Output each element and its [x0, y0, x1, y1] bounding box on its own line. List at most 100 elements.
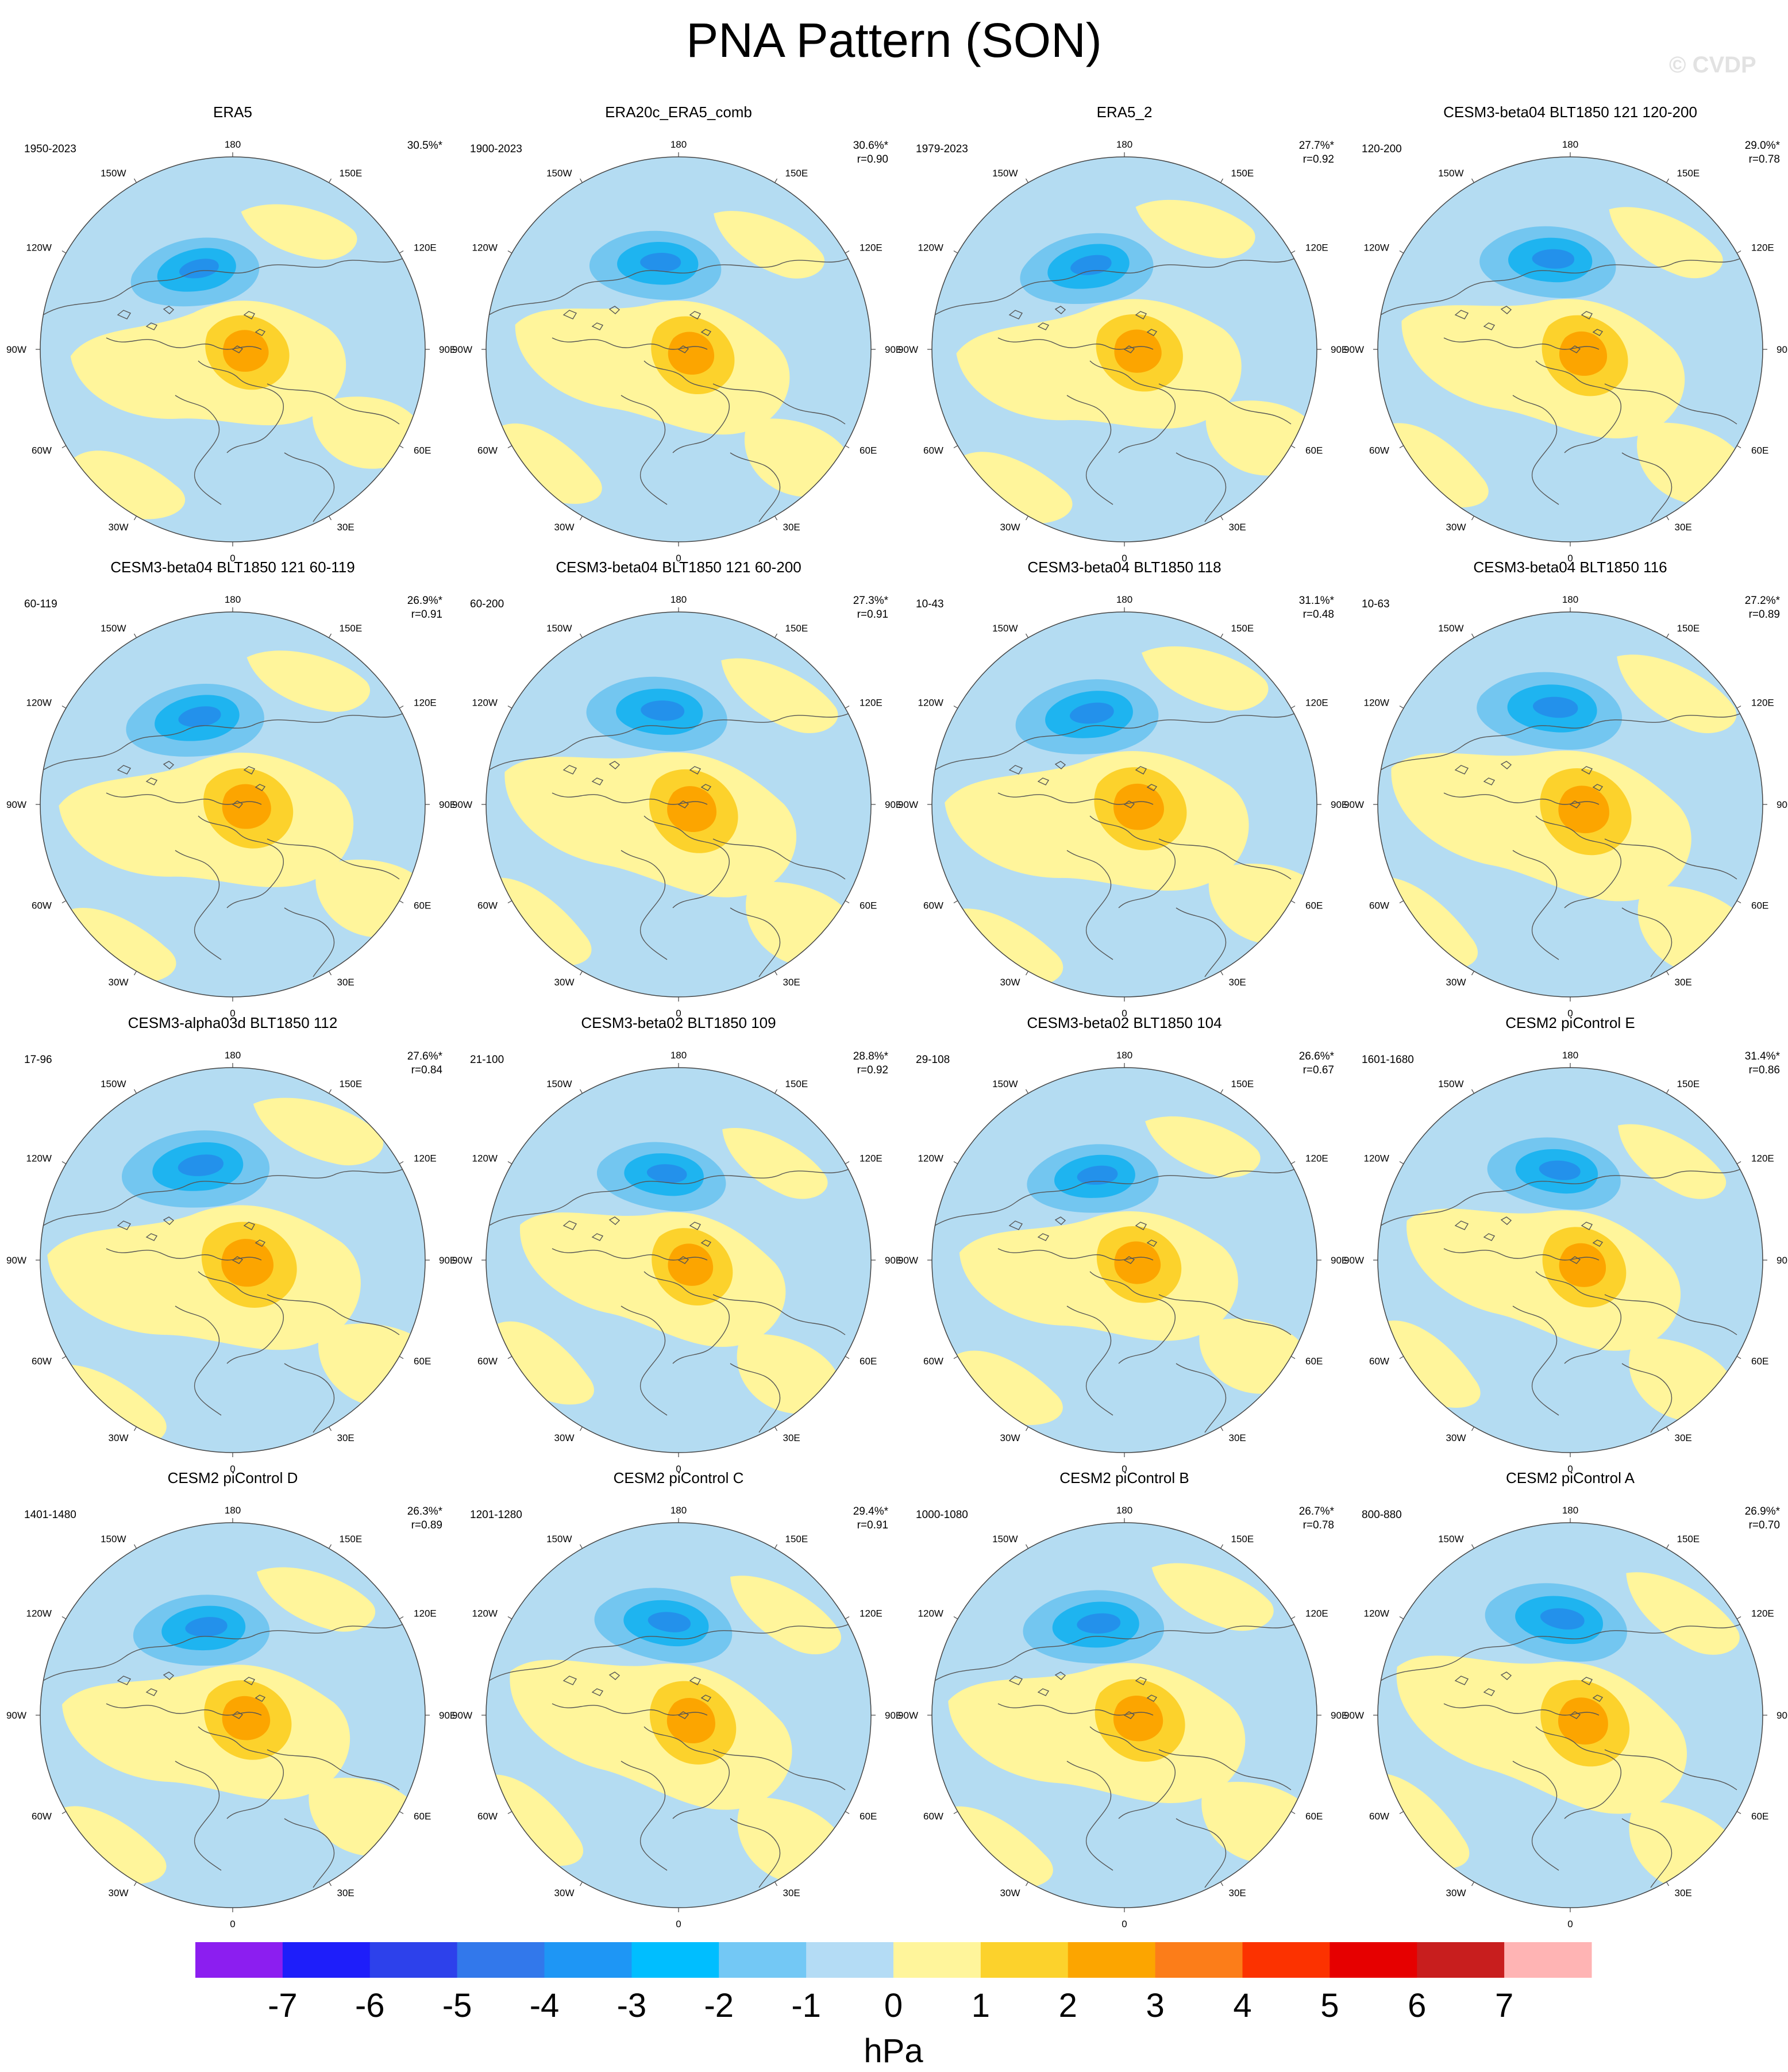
longitude-tick	[507, 1811, 512, 1815]
longitude-label: 60E	[414, 445, 431, 456]
longitude-tick	[1666, 1426, 1670, 1431]
polar-stereographic-map: 180 150E 120E 90E 60E 30E 0 30W 60W 90W 120W 150W	[1344, 594, 1788, 1019]
colorbar-swatch	[1330, 1942, 1417, 1978]
coastline	[621, 850, 668, 960]
longitude-label: 60W	[923, 1356, 943, 1367]
longitude-label: 90W	[452, 799, 472, 810]
panel-pattern-correlation: r=0.89	[411, 1519, 442, 1531]
colorbar-swatch	[1417, 1942, 1505, 1978]
anomaly-contour	[1559, 1243, 1606, 1287]
longitude-tick	[1290, 445, 1296, 449]
coastline	[488, 712, 851, 771]
longitude-tick	[1666, 1881, 1670, 1886]
longitude-label: 30W	[109, 1888, 129, 1898]
coastline	[997, 1248, 1154, 1261]
anomaly-contour	[256, 1567, 376, 1632]
longitude-label: 120W	[26, 1153, 52, 1164]
longitude-tick	[1666, 1544, 1670, 1549]
colorbar-tick-label: -4	[530, 1987, 560, 2024]
panel-year-range: 1401-1480	[24, 1509, 76, 1521]
coastline	[198, 1726, 284, 1819]
panel-title: CESM3-beta04 BLT1850 118	[1027, 559, 1221, 576]
longitude-label: 120W	[1364, 242, 1389, 253]
anomaly-contour	[222, 784, 271, 829]
longitude-label: 30E	[337, 1432, 354, 1443]
panel-pattern-correlation: r=0.91	[411, 608, 442, 621]
coastline	[677, 1222, 712, 1264]
coastline	[1512, 1305, 1559, 1416]
coastline	[1443, 792, 1600, 805]
longitude-label: 180	[670, 139, 687, 150]
longitude-label: 0	[230, 1919, 235, 1929]
panel-variance-explained: 27.3%*	[853, 595, 888, 607]
longitude-tick	[399, 1811, 404, 1815]
anomaly-contour	[246, 650, 370, 712]
longitude-label: 150W	[546, 623, 572, 634]
coastline	[643, 815, 730, 908]
panel-year-range: 60-119	[24, 598, 57, 610]
coastline	[1158, 1749, 1292, 1790]
longitude-label: 30W	[554, 977, 575, 988]
longitude-label: 180	[225, 139, 241, 150]
coastline	[1123, 311, 1158, 353]
longitude-tick	[1399, 900, 1404, 904]
map-panel: CESM2 piControl B 1000-1080 26.7%* r=0.78 18…	[898, 1468, 1348, 1929]
longitude-label: 90W	[6, 799, 26, 810]
coastline	[712, 1294, 846, 1335]
longitude-label: 150W	[1438, 168, 1463, 179]
longitude-label: 180	[1116, 1505, 1132, 1516]
longitude-tick	[507, 900, 512, 904]
coastline	[198, 1271, 284, 1364]
coastline	[1621, 452, 1673, 522]
coastline	[175, 1305, 222, 1416]
map-panel: CESM2 piControl D 1401-1480 26.3%* r=0.89 18…	[6, 1468, 456, 1929]
coastline	[1008, 1672, 1066, 1696]
coastline	[621, 1761, 668, 1871]
longitude-label: 60E	[860, 445, 877, 456]
longitude-label: 60E	[1751, 900, 1768, 911]
coastline	[284, 907, 335, 977]
coastline	[1158, 383, 1292, 425]
coastline	[1089, 1271, 1176, 1364]
panel-variance-explained: 26.9%*	[1744, 1505, 1780, 1518]
longitude-tick	[1736, 1811, 1741, 1815]
coastline	[1008, 1216, 1066, 1241]
longitude-label: 30W	[1446, 1888, 1466, 1898]
longitude-label: 120E	[860, 698, 883, 708]
map-panel: CESM2 piControl E 1601-1680 31.4%* r=0.86 18…	[1344, 1013, 1788, 1474]
longitude-label: 150W	[101, 168, 126, 179]
longitude-label: 150W	[992, 623, 1018, 634]
panel-pattern-correlation: r=0.84	[411, 1064, 442, 1076]
panel-year-range: 10-43	[916, 598, 944, 610]
panel-year-range: 120-200	[1362, 143, 1402, 155]
longitude-label: 60E	[414, 1811, 431, 1822]
longitude-tick	[133, 1426, 137, 1431]
coastline	[117, 1216, 175, 1241]
longitude-label: 150W	[101, 1079, 126, 1089]
longitude-label: 60E	[860, 900, 877, 911]
panel-title: CESM3-beta04 BLT1850 121 60-119	[110, 559, 355, 576]
longitude-label: 0	[230, 1464, 235, 1474]
longitude-label: 150W	[992, 1534, 1018, 1545]
coastline	[488, 1623, 851, 1681]
longitude-tick	[507, 705, 512, 709]
longitude-tick	[1471, 1544, 1475, 1549]
colorbar-graphic: -7 -6 -5 -4 -3 -2 -1 0 1 2 3 4 5 6 7	[195, 1942, 1592, 2024]
longitude-label: 180	[225, 1050, 241, 1061]
longitude-tick	[399, 900, 404, 904]
coastline	[1123, 1222, 1158, 1264]
colorbar-swatch	[544, 1942, 632, 1978]
longitude-tick	[507, 250, 512, 254]
coastline	[1089, 815, 1176, 908]
coastline	[284, 452, 335, 522]
panel-pattern-correlation: r=0.92	[857, 1064, 888, 1076]
longitude-label: 30E	[783, 977, 800, 988]
anomaly-contour	[222, 1696, 271, 1740]
longitude-label: 0	[1122, 553, 1127, 564]
coastline	[712, 838, 846, 880]
longitude-label: 90E	[439, 344, 456, 355]
longitude-label: 150W	[1438, 1534, 1463, 1545]
longitude-label: 0	[1567, 1919, 1573, 1929]
polar-stereographic-map: 180 150E 120E 90E 60E 30E 0 30W 60W 90W 120W 150W	[452, 1505, 902, 1929]
panel-title: CESM2 piControl C	[613, 1469, 744, 1486]
